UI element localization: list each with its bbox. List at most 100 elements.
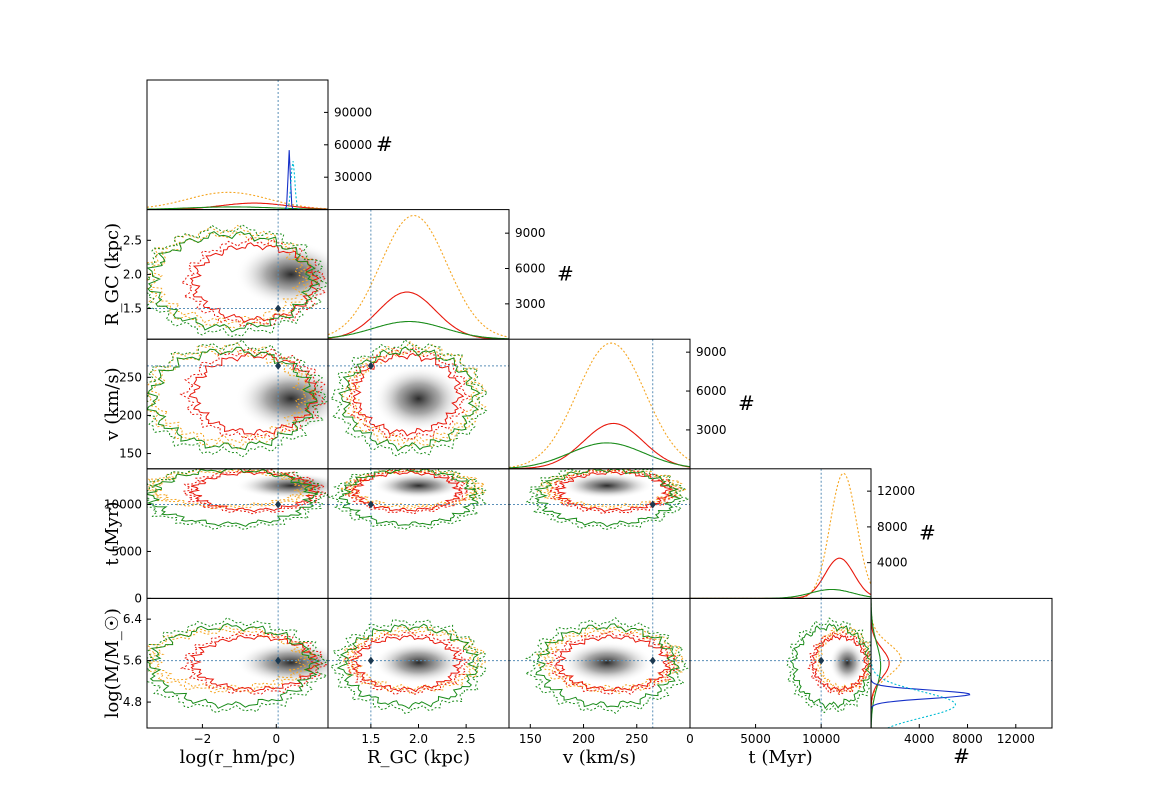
x-tick-label: 10000 [802,732,840,746]
hist-frame [146,79,329,211]
count-axis-label: # [919,521,936,545]
count-tick-label: 9000 [696,345,727,359]
true-value-marker [367,656,374,665]
contour-orange [147,224,319,330]
x-axis-label: R_GC (kpc) [367,747,470,768]
true-value-marker [275,361,282,370]
density-core [373,472,464,499]
contour-red [179,630,328,695]
contour-red [179,347,326,442]
contour-red [344,468,470,515]
count-tick-label: 3000 [515,297,546,311]
hist-red [509,422,690,469]
x-tick-label: 250 [625,732,648,746]
x-tick-label: 0 [272,732,280,746]
true-value-marker [818,656,825,665]
true-value-marker [275,656,282,665]
hist-orange [147,191,328,210]
contour-green [329,339,489,457]
hist-frame [870,597,1053,729]
contour-green [338,468,479,527]
true-value-marker [649,500,656,509]
hist-frame [689,468,872,599]
contour-red [189,242,320,324]
y-tick-label: 250 [119,370,142,384]
contour-orange [150,231,309,325]
count-tick-label: 3000 [696,423,727,437]
contour-red [807,630,871,696]
count-tick-label: 12000 [997,732,1035,746]
density-core [235,241,328,307]
count-tick-label: 4000 [877,556,908,570]
y-tick-label: 6.4 [123,612,142,626]
contour-orange [149,628,309,691]
count-axis-label: # [376,132,393,156]
y-axis-label: v (km/s) [102,367,123,441]
count-axis-label: # [953,744,970,768]
contour-orange [339,340,487,449]
contour-green [524,468,690,530]
contour-green [147,231,321,333]
hist-frame [508,338,691,470]
hist-orange [871,598,902,728]
hist-orange [509,342,690,468]
contour-orange [147,624,318,694]
density-core [373,641,464,684]
count-tick-label: 9000 [515,226,546,240]
contour-green [147,468,319,527]
hist-green [328,320,509,340]
count-tick-label: 4000 [904,732,935,746]
true-value-marker [275,304,282,313]
x-axis-label: t (Myr) [748,747,812,768]
count-axis-label: # [738,391,755,415]
y-axis-label: R_GC (kpc) [102,223,123,326]
contour-orange [545,470,679,508]
x-tick-label: 5000 [740,732,771,746]
y-tick-label: 150 [119,447,142,461]
count-axis-label: # [557,261,574,285]
contour-orange [147,341,317,450]
density-core [829,641,866,684]
x-axis-label: v (km/s) [562,747,636,768]
hist-blue [147,150,328,210]
x-tick-label: 1.5 [361,732,380,746]
axes-layer [146,79,1053,729]
y-tick-label: 2.0 [123,267,142,281]
contour-red [545,630,679,696]
hist-green [509,442,690,469]
x-tick-label: 0 [686,732,694,746]
contour-red [351,352,465,437]
contour-orange [149,347,306,444]
contour-red [349,634,464,693]
contour-green [147,346,318,451]
y-tick-label: 10000 [104,497,142,511]
y-tick-label: 200 [119,408,142,422]
contour-red [343,346,471,441]
contour-green [535,623,680,708]
contour-orange [535,624,686,695]
count-tick-label: 8000 [952,732,983,746]
hist-frame [327,209,510,340]
contour-green [533,468,682,528]
density-core [560,472,654,499]
contour-green [524,617,689,714]
hist-orange [328,214,509,338]
series-layer [147,80,1052,729]
count-tick-label: 30000 [334,170,372,184]
contour-green [147,468,328,530]
contour-green [336,623,480,710]
contour-green [789,623,871,710]
contour-red [189,634,322,693]
count-tick-label: 8000 [877,520,908,534]
density-layer [235,241,866,684]
count-tick-label: 6000 [696,384,727,398]
contour-green [329,619,487,714]
y-axis-label: log(M/M_☉) [102,608,123,718]
density-core [373,365,464,432]
x-tick-label: 2.0 [409,732,428,746]
contour-green [147,623,321,709]
y-tick-label: 4.8 [123,695,142,709]
y-axis-label: t (Myr) [102,501,123,565]
hist-red [328,291,509,340]
